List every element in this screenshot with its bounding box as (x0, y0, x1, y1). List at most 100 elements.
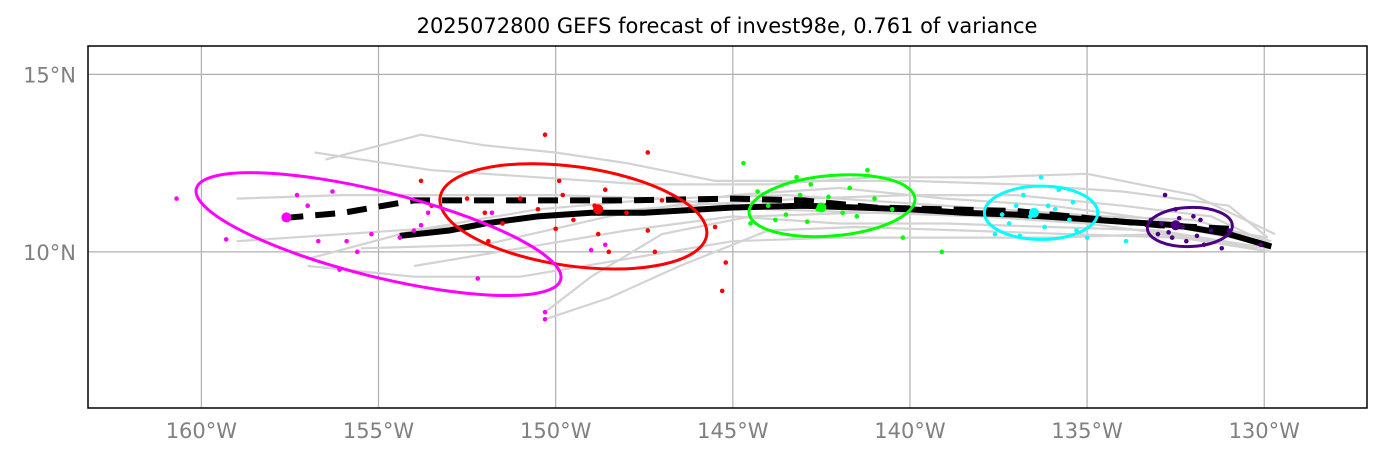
uncertainty-ellipse (747, 173, 917, 239)
forecast-point (588, 247, 594, 253)
forecast-point (719, 288, 725, 294)
forecast-point (794, 175, 799, 180)
forecast-point (741, 160, 746, 166)
forecast-point (1045, 203, 1051, 209)
forecast-point (712, 224, 718, 230)
forecast-point (1042, 224, 1047, 230)
forecast-point (1052, 206, 1058, 212)
forecast-point (315, 238, 321, 244)
forecast-point (305, 203, 310, 209)
forecast-point (797, 192, 803, 198)
ensemble-track (325, 133, 1269, 239)
forecast-point (556, 178, 562, 184)
forecast-point (808, 182, 814, 187)
forecast-point (773, 217, 778, 223)
forecast-point (418, 178, 424, 184)
forecast-point (602, 187, 608, 193)
y-tick-label: 10°N (23, 241, 76, 265)
x-tick-label: 140°W (874, 419, 946, 443)
forecast-point (294, 192, 300, 198)
uncertainty-ellipse (1145, 205, 1234, 249)
forecast-point (606, 249, 612, 255)
forecast-point (1162, 192, 1168, 198)
forecast-point (1219, 245, 1225, 251)
forecast-point (1123, 238, 1129, 244)
forecast-point (1038, 175, 1044, 180)
forecast-point (804, 219, 810, 224)
forecast-point (1184, 238, 1189, 244)
forecast-point (475, 276, 481, 281)
forecast-point (854, 214, 860, 219)
group-centroid (1170, 220, 1181, 231)
forecast-point (482, 210, 488, 216)
forecast-point (542, 132, 548, 138)
forecast-point (411, 228, 417, 233)
forecast-point (602, 242, 608, 248)
forecast-point (571, 217, 576, 223)
forecast-point (659, 198, 665, 203)
forecast-point (560, 192, 566, 198)
forecast-point (425, 210, 431, 216)
forecast-point (624, 210, 629, 216)
y-tick-label: 15°N (23, 63, 76, 87)
forecast-point (553, 226, 558, 232)
forecast-point (1258, 242, 1264, 248)
forecast-point (652, 249, 658, 255)
forecast-point (1084, 235, 1090, 240)
forecast-point (1198, 217, 1203, 223)
axes: 160°W 155°W 150°W 145°W 140°W 135°W 130°W 10°N 1… (23, 45, 1368, 443)
x-tick-label: 150°W (520, 419, 592, 443)
forecast-point (1013, 203, 1019, 209)
forecast-point (369, 231, 374, 237)
forecast-point (1180, 224, 1186, 230)
forecast-point (783, 212, 789, 217)
forecast-point (517, 196, 523, 201)
forecast-point (1176, 215, 1182, 221)
forecast-point (330, 189, 335, 194)
group-centroid (593, 204, 604, 215)
chart-title: 2025072800 GEFS forecast of invest98e, 0… (417, 14, 1038, 38)
ensemble-track (544, 225, 1272, 321)
forecast-point (1169, 235, 1175, 240)
forecast-point (1159, 221, 1164, 226)
group-centroid (281, 212, 292, 223)
x-tick-label: 135°W (1051, 419, 1123, 443)
plot-frame (87, 45, 1368, 409)
forecast-point (889, 206, 895, 212)
uncertainty-ellipse (194, 171, 563, 298)
ensemble-track (413, 215, 1268, 268)
group-centroid (816, 202, 827, 213)
forecast-point (542, 316, 548, 322)
forecast-point (489, 210, 495, 216)
forecast-point (872, 196, 877, 201)
uncertainty-ellipse (438, 162, 709, 271)
forecast-point (826, 194, 831, 200)
ensemble-track (360, 186, 1268, 250)
ensemble-track (314, 151, 1276, 236)
forecast-point (865, 167, 870, 173)
x-tick-label: 155°W (343, 419, 415, 443)
uncertainty-ellipse (982, 184, 1100, 241)
x-tick-label: 160°W (166, 419, 238, 443)
x-tick-label: 130°W (1229, 419, 1301, 443)
forecast-point (1021, 192, 1026, 198)
forecast-point (1067, 217, 1072, 223)
forecast-point (1166, 230, 1171, 235)
forecast-point (765, 203, 771, 209)
forecast-point (645, 150, 651, 155)
forecast-point (464, 196, 470, 201)
forecast-point (1208, 228, 1214, 233)
forecast-point (723, 260, 729, 265)
forecast-point (1006, 221, 1012, 226)
forecast-point (645, 228, 651, 233)
x-tick-label: 145°W (697, 419, 769, 443)
forecast-point (992, 231, 998, 237)
uncertainty-ellipses (194, 162, 1234, 298)
forecast-point (748, 221, 753, 226)
forecast-point (900, 235, 906, 240)
forecast-point (755, 189, 760, 194)
forecast-point (1194, 233, 1200, 239)
forecast-point (223, 237, 229, 242)
